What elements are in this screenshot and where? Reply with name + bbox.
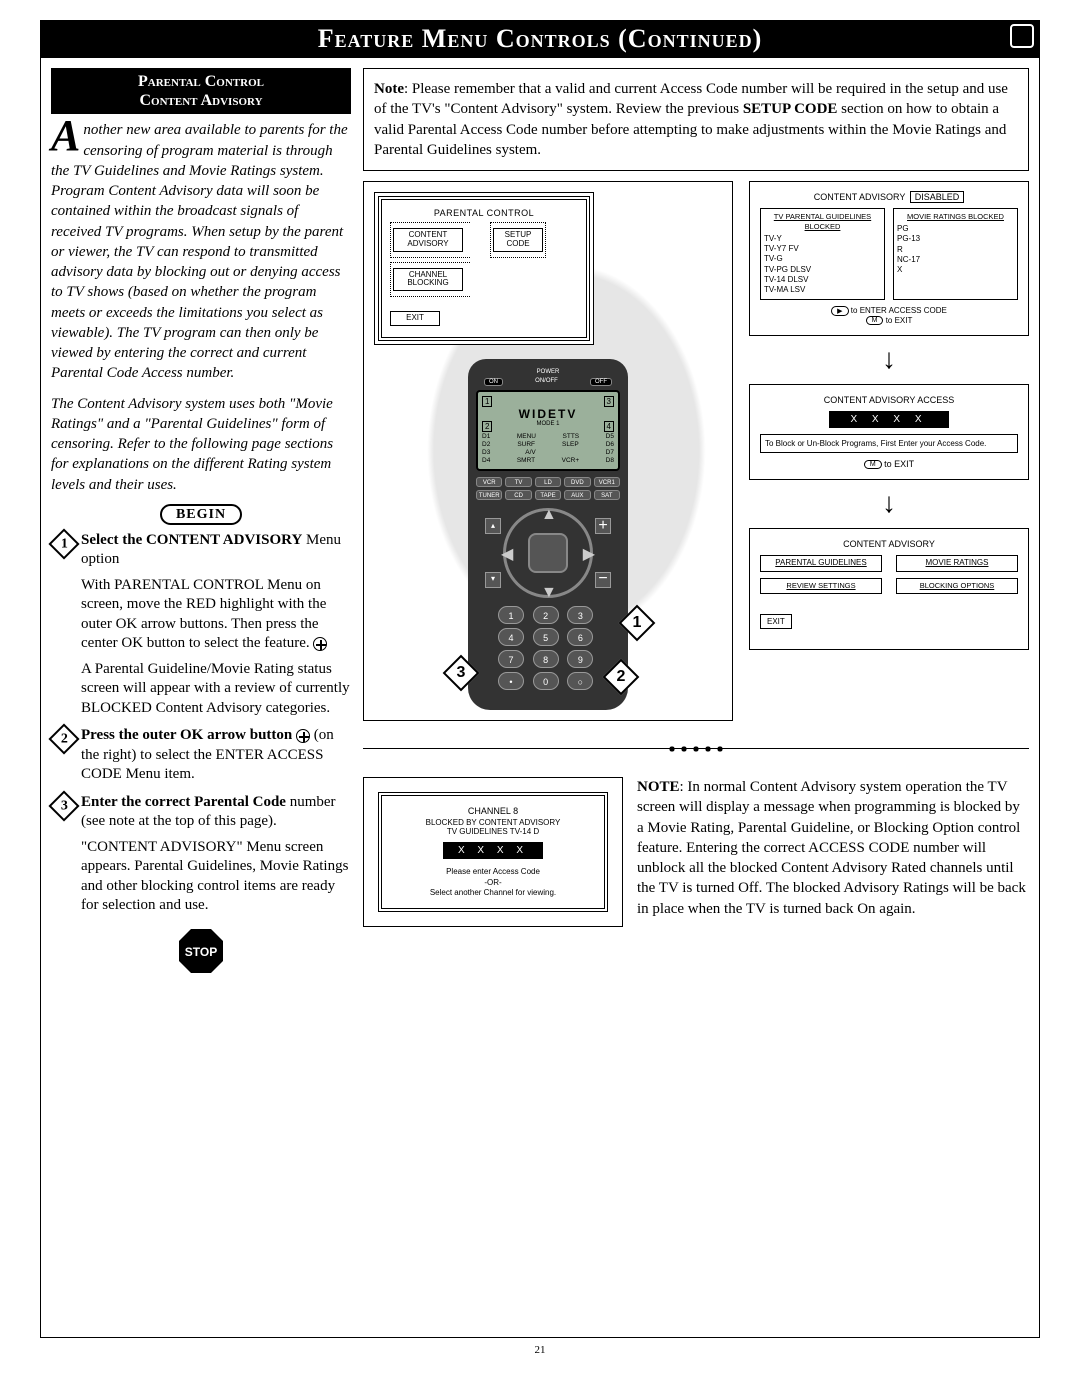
- stop-marker: STOP: [51, 926, 351, 976]
- osd-parental-menu: PARENTAL CONTROL CONTENT ADVISORY CHANNE…: [374, 192, 594, 345]
- left-column: Parental Control Content Advisory Anothe…: [51, 68, 351, 1327]
- mi-blocking-options: BLOCKING OPTIONS: [896, 578, 1018, 594]
- right-column: Note: Please remember that a valid and c…: [363, 68, 1029, 1327]
- blocked-line1: BLOCKED BY CONTENT ADVISORY: [392, 818, 594, 827]
- step-1: 1 Select the CONTENT ADVISORY Menu optio…: [51, 531, 351, 719]
- content-advisory-menu: CONTENT ADVISORY PARENTAL GUIDELINES MOV…: [749, 528, 1029, 650]
- divider-ornament: [363, 739, 1029, 759]
- intro-text-2: The Content Advisory system uses both "M…: [51, 394, 351, 495]
- movie-col-title: MOVIE RATINGS BLOCKED: [897, 212, 1014, 222]
- remote-off: OFF: [590, 378, 612, 387]
- osd-title: PARENTAL CONTROL: [390, 208, 578, 218]
- bottom-note: NOTE: In normal Content Advisory system …: [637, 777, 1029, 927]
- step-3-p1: "CONTENT ADVISORY" Menu screen appears. …: [81, 838, 351, 916]
- page-title-bar: Feature Menu Controls (Continued): [40, 20, 1040, 58]
- access-note: To Block or Un-Block Programs, First Ent…: [760, 434, 1018, 453]
- remote-control: POWER ON ON/OFF OFF 13 WIDETV 2MODE 14 D…: [468, 359, 628, 710]
- step-1-p2: A Parental Guideline/Movie Rating status…: [81, 660, 351, 719]
- begin-label: BEGIN: [160, 504, 242, 525]
- advisory-status-panel: CONTENT ADVISORY DISABLED TV PARENTAL GU…: [749, 181, 1029, 336]
- advisory-status: DISABLED: [910, 191, 965, 203]
- mi-review-settings: REVIEW SETTINGS: [760, 578, 882, 594]
- mi-parental-guidelines: PARENTAL GUIDELINES: [760, 555, 882, 572]
- step-3: 3 Enter the correct Parental Code number…: [51, 793, 351, 916]
- remote-lcd: 13 WIDETV 2MODE 14 D1MENUSTTSD5 D2SURFSL…: [476, 390, 620, 471]
- step-num-3: 3: [48, 790, 79, 821]
- osd-item-channel-blocking: CHANNEL BLOCKING: [393, 268, 463, 292]
- remote-onoff: ON/OFF: [535, 378, 558, 387]
- blocked-channel-panel: CHANNEL 8 BLOCKED BY CONTENT ADVISORY TV…: [363, 777, 623, 927]
- top-note-box: Note: Please remember that a valid and c…: [363, 68, 1029, 171]
- tv-remote-diagram: PARENTAL CONTROL CONTENT ADVISORY CHANNE…: [363, 181, 733, 721]
- remote-logo: WIDETV: [482, 407, 614, 421]
- access-code-display: X X X X: [829, 411, 949, 428]
- ca-menu-title: CONTENT ADVISORY: [760, 539, 1018, 549]
- blocked-code: X X X X: [443, 842, 543, 859]
- side-panels: CONTENT ADVISORY DISABLED TV PARENTAL GU…: [749, 181, 1029, 721]
- bottom-note-text: : In normal Content Advisory system oper…: [637, 779, 1026, 917]
- bottom-note-label: NOTE: [637, 779, 680, 795]
- diagram-row: PARENTAL CONTROL CONTENT ADVISORY CHANNE…: [363, 181, 1029, 721]
- dropcap: A: [51, 120, 83, 152]
- section-heading: Parental Control Content Advisory: [51, 68, 351, 114]
- begin-marker: BEGIN: [51, 505, 351, 523]
- play-icon: ▶: [831, 306, 848, 316]
- callout-2: 2: [603, 659, 640, 696]
- osd-item-content-advisory: CONTENT ADVISORY: [393, 228, 463, 252]
- access-title: CONTENT ADVISORY ACCESS: [760, 395, 1018, 405]
- remote-nav-pad: ▲ ▼ ◀ ▶ + − ▴ ▾: [503, 508, 593, 598]
- m-icon: M: [864, 460, 882, 469]
- ok-icon: [296, 729, 310, 743]
- osd-item-setup-code: SETUP CODE: [493, 228, 543, 252]
- page-number: 21: [40, 1344, 1040, 1356]
- m-icon: M: [866, 316, 884, 325]
- intro-text-1: nother new area available to parents for…: [51, 122, 348, 381]
- mi-movie-ratings: MOVIE RATINGS: [896, 555, 1018, 572]
- step-1-p1: With PARENTAL CONTROL Menu on screen, mo…: [81, 576, 351, 654]
- bottom-row: CHANNEL 8 BLOCKED BY CONTENT ADVISORY TV…: [363, 777, 1029, 927]
- note-label: Note: [374, 81, 404, 97]
- callout-3: 3: [443, 655, 480, 692]
- heading-line1: Parental Control: [138, 73, 264, 90]
- access-code-panel: CONTENT ADVISORY ACCESS X X X X To Block…: [749, 384, 1029, 480]
- remote-power: POWER: [537, 369, 560, 375]
- ca-menu-exit: EXIT: [760, 614, 792, 629]
- step-3-body: Enter the correct Parental Code number (…: [81, 793, 351, 916]
- blocked-msg: Please enter Access Code -OR- Select ano…: [392, 867, 594, 898]
- step-num-1: 1: [48, 528, 79, 559]
- callout-1: 1: [619, 605, 656, 642]
- intro-paragraph: Another new area available to parents fo…: [51, 120, 351, 495]
- step-1-bold: Select the CONTENT ADVISORY: [81, 532, 302, 548]
- step-2: 2 Press the outer OK arrow button (on th…: [51, 726, 351, 785]
- osd-exit: EXIT: [390, 311, 440, 326]
- step-1-body: Select the CONTENT ADVISORY Menu option …: [81, 531, 351, 719]
- movie-ratings-col: MOVIE RATINGS BLOCKED PG PG-13 R NC-17 X: [893, 208, 1018, 300]
- remote-on: ON: [484, 378, 503, 387]
- step-num-2: 2: [48, 724, 79, 755]
- ok-icon: [313, 637, 327, 651]
- advisory-footer: ▶ to ENTER ACCESS CODE M to EXIT: [760, 306, 1018, 325]
- svg-text:STOP: STOP: [185, 945, 217, 959]
- arrow-down-icon: ↓: [749, 488, 1029, 520]
- remote-device-buttons: VCRTVLDDVDVCR1 TUNERCDTAPEAUXSAT: [476, 477, 620, 500]
- heading-line2: Content Advisory: [139, 92, 262, 109]
- tv-col-title: TV PARENTAL GUIDELINES BLOCKED: [764, 212, 881, 232]
- remote-keypad: 123 456 789 •0○: [498, 606, 598, 690]
- step-2-body: Press the outer OK arrow button (on the …: [81, 726, 351, 785]
- tv-guidelines-col: TV PARENTAL GUIDELINES BLOCKED TV-Y TV-Y…: [760, 208, 885, 300]
- advisory-header: CONTENT ADVISORY DISABLED: [760, 192, 1018, 202]
- access-footer: M to EXIT: [760, 459, 1018, 469]
- arrow-down-icon: ↓: [749, 344, 1029, 376]
- advisory-title: CONTENT ADVISORY: [814, 192, 906, 202]
- note-setup: SETUP CODE: [743, 101, 838, 117]
- step-3-bold: Enter the correct Parental Code: [81, 794, 286, 810]
- page-body: Parental Control Content Advisory Anothe…: [40, 58, 1040, 1338]
- blocked-channel: CHANNEL 8: [392, 806, 594, 816]
- step-2-bold: Press the outer OK arrow button: [81, 727, 292, 743]
- blocked-line2: TV GUIDELINES TV-14 D: [392, 827, 594, 836]
